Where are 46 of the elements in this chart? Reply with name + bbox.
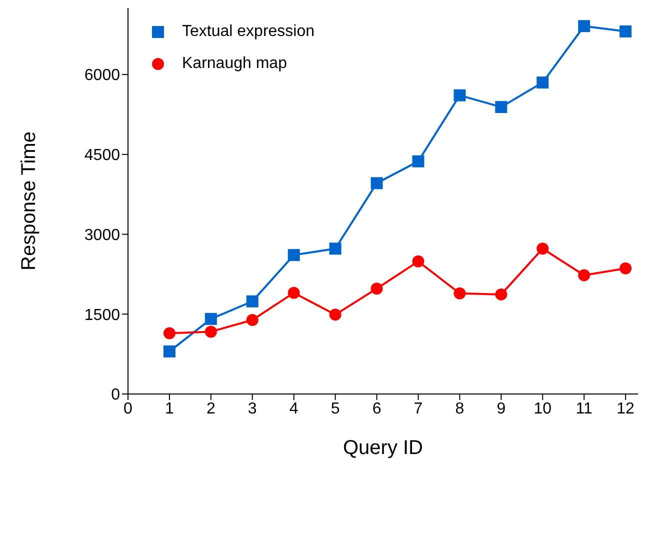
point	[536, 242, 549, 255]
x-tick-label: 0	[124, 400, 133, 418]
x-tick-label: 8	[455, 400, 464, 418]
point	[288, 286, 300, 299]
point	[454, 287, 466, 300]
point	[412, 255, 424, 268]
y-axis-title: Response Time	[18, 132, 40, 270]
point	[578, 269, 590, 282]
point	[495, 288, 508, 300]
x-tick-label: 2	[206, 400, 216, 418]
point	[578, 20, 590, 32]
y-tick-label: 1500	[84, 306, 120, 324]
x-tick-label: 9	[496, 400, 506, 418]
y-tick-label: 0	[111, 386, 120, 404]
y-tick-label: 6000	[84, 67, 120, 84]
x-tick-label: 7	[414, 400, 423, 418]
point	[620, 25, 632, 38]
x-tick-label: 1	[165, 400, 174, 418]
point	[329, 242, 342, 255]
legend-label: Textual expression	[182, 23, 315, 41]
point	[329, 308, 342, 321]
point	[370, 282, 383, 295]
point	[246, 314, 258, 326]
point	[412, 155, 424, 168]
point	[204, 326, 217, 338]
x-tick-label: 4	[289, 400, 298, 418]
point	[495, 101, 508, 114]
legend-label: Karnaugh map	[182, 55, 287, 73]
point	[536, 76, 549, 89]
x-tick-label: 3	[248, 400, 257, 418]
x-axis-title: Query ID	[342, 437, 424, 459]
y-tick-label: 4500	[84, 147, 120, 164]
x-tick-label: 6	[372, 400, 382, 418]
point	[246, 295, 258, 308]
x-tick-label: 10	[534, 400, 552, 418]
point	[620, 262, 632, 274]
y-tick-label: 3000	[84, 226, 120, 244]
point	[163, 327, 176, 340]
point	[454, 89, 466, 102]
x-tick-label: 5	[330, 400, 340, 418]
x-tick-label: 11	[576, 400, 593, 418]
x-tick-label: 12	[616, 400, 635, 418]
point	[204, 312, 217, 325]
point	[370, 177, 383, 190]
point	[163, 345, 176, 358]
point	[288, 249, 300, 262]
